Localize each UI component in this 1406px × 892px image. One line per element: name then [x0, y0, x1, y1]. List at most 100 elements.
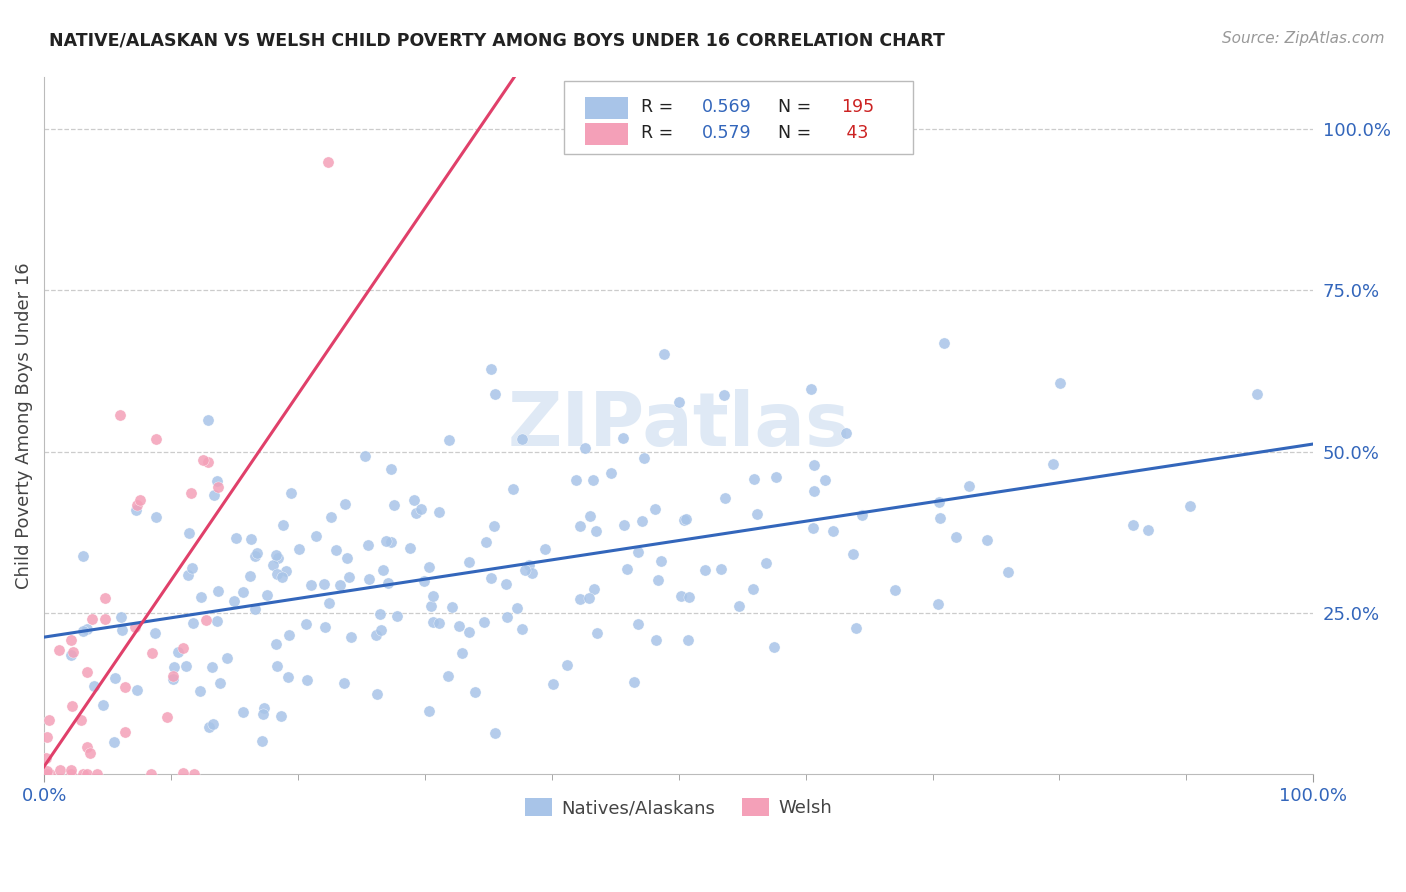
Point: [765, 470, 787, 484]
Point: [280, 486, 302, 500]
Point: [422, 589, 444, 603]
Point: [693, 563, 716, 577]
Point: [48, 643, 70, 657]
Point: [143, 625, 166, 640]
Point: [60, 648, 83, 662]
Point: [183, 767, 205, 781]
Point: [264, 637, 287, 651]
Point: [413, 574, 436, 588]
Point: [188, 684, 211, 698]
Point: [80, 611, 103, 625]
Point: [676, 632, 699, 647]
FancyBboxPatch shape: [564, 81, 914, 154]
Point: [195, 613, 218, 627]
Point: [321, 509, 343, 524]
Point: [174, 659, 197, 673]
Point: [141, 646, 163, 660]
Point: [49, 764, 72, 778]
Point: [1136, 523, 1159, 537]
Point: [162, 672, 184, 686]
Point: [72, 549, 94, 564]
Point: [534, 542, 557, 557]
Point: [295, 673, 318, 687]
Point: [582, 582, 605, 597]
Point: [124, 503, 146, 517]
Point: [202, 488, 225, 502]
Point: [59, 767, 82, 781]
Point: [336, 550, 359, 565]
Point: [374, 534, 396, 549]
Point: [270, 708, 292, 723]
Point: [368, 607, 391, 622]
Point: [246, 546, 269, 560]
Point: [299, 578, 322, 592]
Point: [727, 599, 749, 613]
Point: [458, 555, 481, 569]
Point: [181, 616, 204, 631]
Point: [197, 413, 219, 427]
Point: [927, 597, 949, 611]
Text: NATIVE/ALASKAN VS WELSH CHILD POVERTY AMONG BOYS UNDER 16 CORRELATION CHART: NATIVE/ALASKAN VS WELSH CHILD POVERTY AM…: [49, 31, 945, 49]
Y-axis label: Child Poverty Among Boys Under 16: Child Poverty Among Boys Under 16: [15, 262, 32, 589]
Point: [172, 766, 194, 780]
Legend: Natives/Alaskans, Welsh: Natives/Alaskans, Welsh: [517, 790, 839, 824]
Point: [574, 441, 596, 455]
Point: [1049, 376, 1071, 390]
Point: [274, 565, 297, 579]
Point: [250, 734, 273, 748]
Point: [997, 565, 1019, 579]
Point: [928, 511, 950, 525]
Point: [266, 658, 288, 673]
Point: [240, 532, 263, 546]
Point: [510, 432, 533, 446]
Point: [541, 677, 564, 691]
Point: [114, 680, 136, 694]
Point: [458, 625, 481, 640]
Point: [671, 589, 693, 603]
Point: [314, 620, 336, 634]
Point: [482, 519, 505, 533]
Point: [332, 676, 354, 690]
Text: Source: ZipAtlas.com: Source: ZipAtlas.com: [1222, 31, 1385, 46]
Point: [108, 408, 131, 422]
Text: 195: 195: [841, 98, 875, 116]
Point: [515, 563, 537, 577]
Point: [76, 665, 98, 679]
Point: [479, 361, 502, 376]
Point: [422, 615, 444, 630]
Point: [156, 710, 179, 724]
Point: [578, 591, 600, 605]
Point: [623, 674, 645, 689]
FancyBboxPatch shape: [585, 123, 628, 145]
Point: [340, 631, 363, 645]
Point: [710, 562, 733, 576]
Point: [72, 767, 94, 781]
Point: [957, 479, 980, 493]
Text: N =: N =: [778, 98, 817, 116]
Point: [762, 640, 785, 654]
Point: [814, 473, 837, 487]
Point: [287, 541, 309, 556]
Point: [69, 713, 91, 727]
Point: [475, 535, 498, 549]
Point: [209, 676, 232, 690]
Point: [569, 519, 592, 533]
Point: [129, 493, 152, 508]
Point: [232, 705, 254, 719]
Point: [616, 562, 638, 576]
Text: R =: R =: [641, 98, 678, 116]
Point: [484, 726, 506, 740]
Point: [76, 739, 98, 754]
Point: [565, 473, 588, 487]
Point: [357, 572, 380, 586]
Point: [60, 699, 83, 714]
Point: [167, 645, 190, 659]
Point: [278, 628, 301, 642]
Point: [337, 570, 360, 584]
Point: [245, 601, 267, 615]
Point: [713, 388, 735, 402]
Point: [180, 561, 202, 575]
Point: [35, 751, 58, 765]
Point: [647, 573, 669, 587]
Point: [266, 566, 288, 581]
